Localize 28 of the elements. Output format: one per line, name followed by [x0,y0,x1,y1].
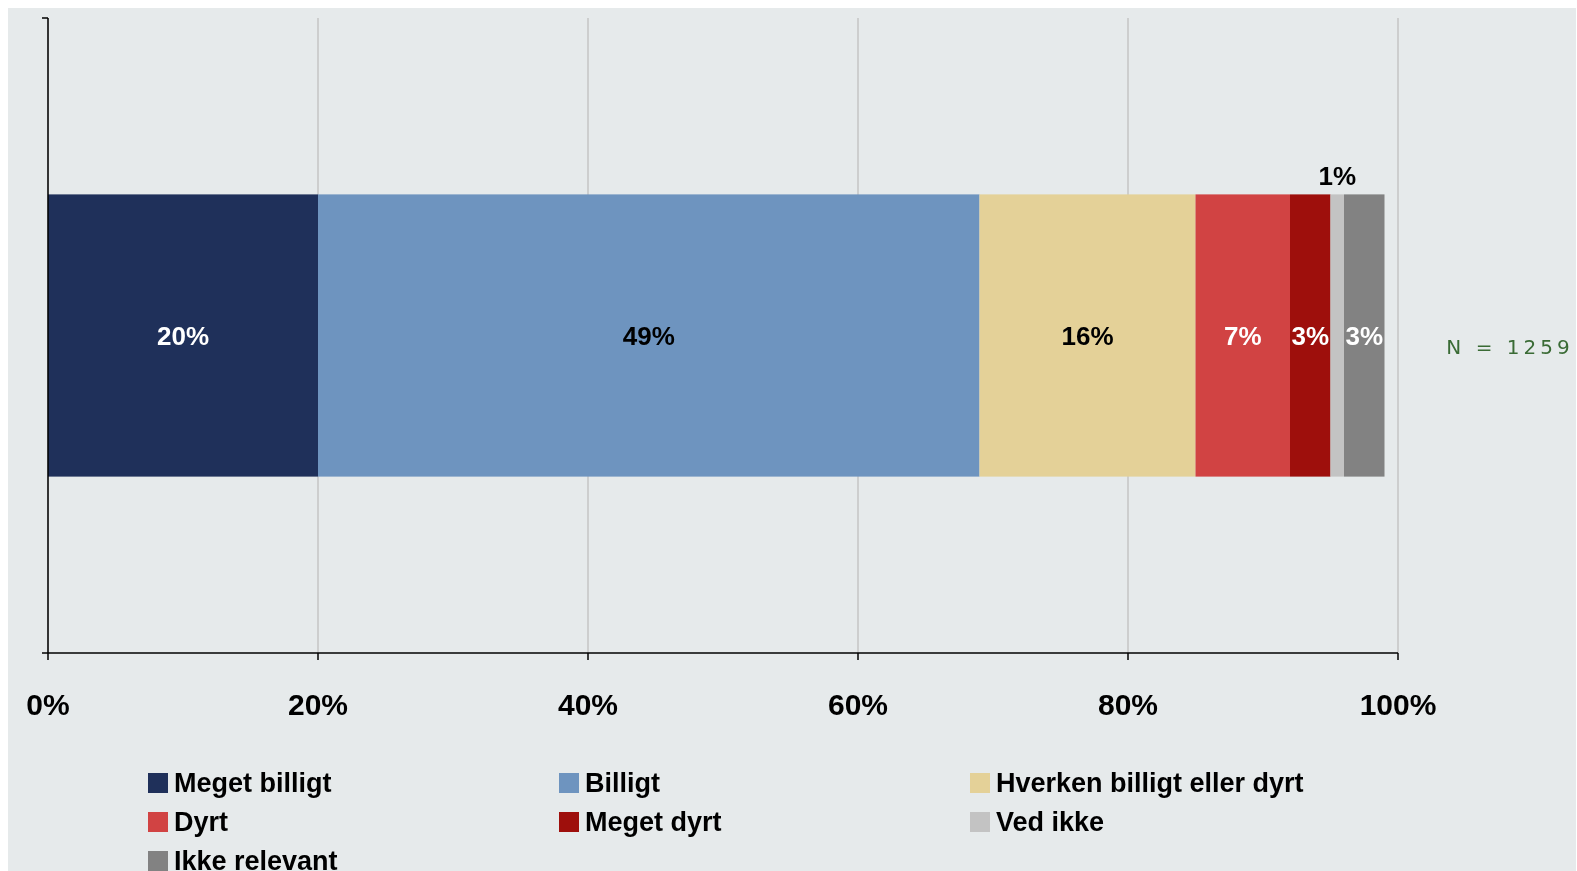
x-tick-label: 100% [1359,688,1437,721]
bar [979,194,1196,477]
legend-label: Ikke relevant [174,846,338,871]
x-tick-label: 0% [26,688,70,721]
bar [1344,194,1385,477]
data-label: 20% [156,320,210,351]
data-label: 3% [1291,320,1330,351]
bar [318,194,980,477]
text: N = 1259 [1446,335,1574,359]
x-tick-label: 20% [287,688,349,721]
data-label: 7% [1223,320,1262,351]
legend-label: Billigt [585,768,660,799]
legend-label: Meget dyrt [585,807,722,838]
x-tick-label: 80% [1097,688,1159,721]
data-label: 16% [1061,320,1114,351]
bar [1195,194,1290,477]
legend-label: Ved ikke [996,807,1105,838]
data-label: 49% [622,320,675,351]
x-tick-label: 40% [557,688,619,721]
bar [1290,194,1331,477]
bar [48,194,318,477]
legend-label: Meget billigt [174,768,332,799]
legend-label: Hverken billigt eller dyrt [996,768,1304,799]
data-label: 1% [1318,161,1357,192]
bar [1330,194,1344,477]
legend-label: Dyrt [174,807,229,838]
data-label: 3% [1345,320,1384,351]
x-tick-label: 60% [827,688,889,721]
